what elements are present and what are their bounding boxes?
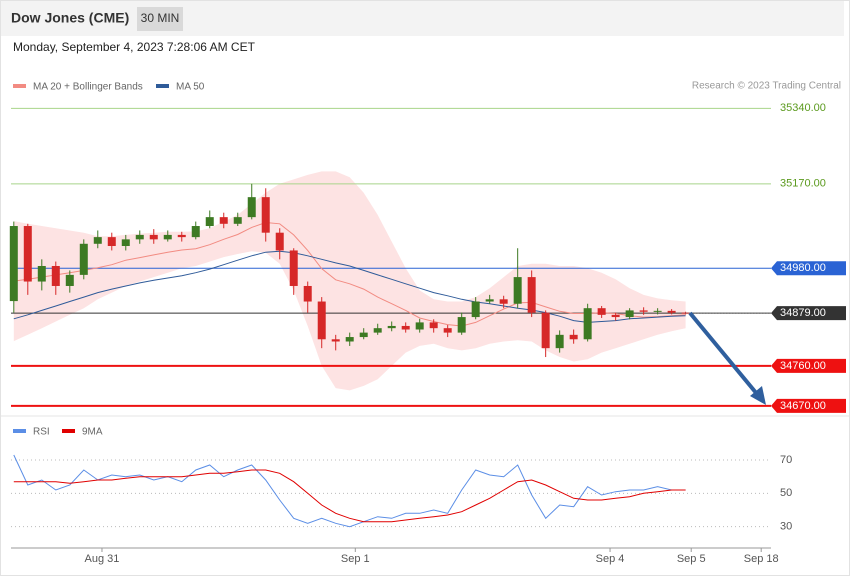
- timeframe[interactable]: 30 MIN: [141, 11, 180, 25]
- candle-body: [471, 301, 480, 318]
- level-label: 34980.00: [780, 262, 826, 274]
- level-label: 34760.00: [780, 360, 826, 372]
- candle-body: [597, 308, 606, 315]
- x-tick-label: Aug 31: [85, 553, 120, 565]
- x-tick-label: Sep 4: [596, 553, 625, 565]
- candle-body: [485, 299, 494, 302]
- legend-swatch: [13, 429, 26, 433]
- legend-swatch: [13, 84, 26, 88]
- candle-body: [359, 332, 368, 338]
- level-label: 34879.00: [780, 307, 826, 319]
- level-tag: [771, 261, 846, 276]
- legend-label: 9MA: [82, 427, 103, 438]
- candle-body: [415, 322, 424, 330]
- level-tag: [771, 398, 846, 413]
- candle-body: [191, 226, 200, 238]
- candle-body: [569, 334, 578, 340]
- legend-label: RSI: [33, 427, 50, 438]
- candle-body: [345, 337, 354, 342]
- candle-body: [625, 310, 634, 318]
- candle-body: [65, 274, 74, 286]
- candle-body: [583, 308, 592, 340]
- candle-body: [527, 277, 536, 313]
- candle-body: [149, 234, 158, 240]
- candle-body: [93, 237, 102, 244]
- candle-body: [289, 250, 298, 286]
- candle-body: [611, 314, 620, 318]
- candle-body: [303, 285, 312, 302]
- chart-title: Dow Jones (CME): [11, 10, 129, 26]
- y-tick-label: 70: [780, 454, 792, 466]
- moving-average: [13, 250, 686, 323]
- candle-body: [275, 232, 284, 251]
- candle-body: [457, 317, 466, 333]
- candle-body: [9, 226, 18, 302]
- moving-average: [13, 221, 686, 327]
- candle-body: [513, 277, 522, 304]
- legend-swatch: [156, 84, 169, 88]
- projection-arrow-head: [750, 386, 766, 405]
- candle-body: [177, 234, 186, 238]
- candle-body: [79, 243, 88, 275]
- rsi-line: [13, 454, 686, 528]
- rsi-line: [13, 469, 686, 523]
- timeframe-button[interactable]: [137, 7, 183, 31]
- level-tag: [771, 358, 846, 373]
- candle-body: [401, 325, 410, 330]
- level-label: 35170.00: [780, 178, 826, 190]
- candle-body: [205, 217, 214, 227]
- bollinger-band: [13, 171, 686, 391]
- x-tick-label: Sep 18: [744, 553, 779, 565]
- projection-arrow: [688, 311, 759, 396]
- candle-body: [443, 328, 452, 333]
- candle-body: [51, 265, 60, 286]
- candle-body: [135, 234, 144, 240]
- candle-body: [37, 265, 46, 282]
- candle-body: [499, 299, 508, 304]
- y-tick-label: 30: [780, 521, 792, 533]
- candle-body: [219, 217, 228, 224]
- x-tick-label: Sep 5: [677, 553, 706, 565]
- level-label: 34670.00: [780, 400, 826, 412]
- legend-label: MA 50: [176, 82, 205, 93]
- legend-label: MA 20 + Bollinger Bands: [33, 82, 143, 93]
- candle-body: [163, 234, 172, 240]
- candle-body: [541, 312, 550, 349]
- candle-body: [639, 310, 648, 312]
- candle-body: [331, 339, 340, 342]
- y-tick-label: 50: [780, 487, 792, 499]
- level-label: 35340.00: [780, 102, 826, 114]
- candle-body: [23, 226, 32, 282]
- candle-body: [121, 239, 130, 247]
- candle-body: [107, 237, 116, 247]
- level-tag: [771, 306, 846, 321]
- candle-body: [233, 217, 242, 224]
- candle-body: [667, 310, 676, 313]
- candle-body: [387, 325, 396, 329]
- candle-body: [247, 197, 256, 218]
- candle-body: [317, 301, 326, 340]
- subtitle: Monday, September 4, 2023 7:28:06 AM CET: [13, 40, 256, 54]
- candle-body: [261, 197, 270, 233]
- legend-swatch: [62, 429, 75, 433]
- candle-body: [373, 328, 382, 333]
- candle-body: [653, 310, 662, 312]
- credit: Research © 2023 Trading Central: [692, 81, 841, 92]
- x-tick-label: Sep 1: [341, 553, 370, 565]
- candle-body: [555, 334, 564, 349]
- candle-body: [429, 322, 438, 329]
